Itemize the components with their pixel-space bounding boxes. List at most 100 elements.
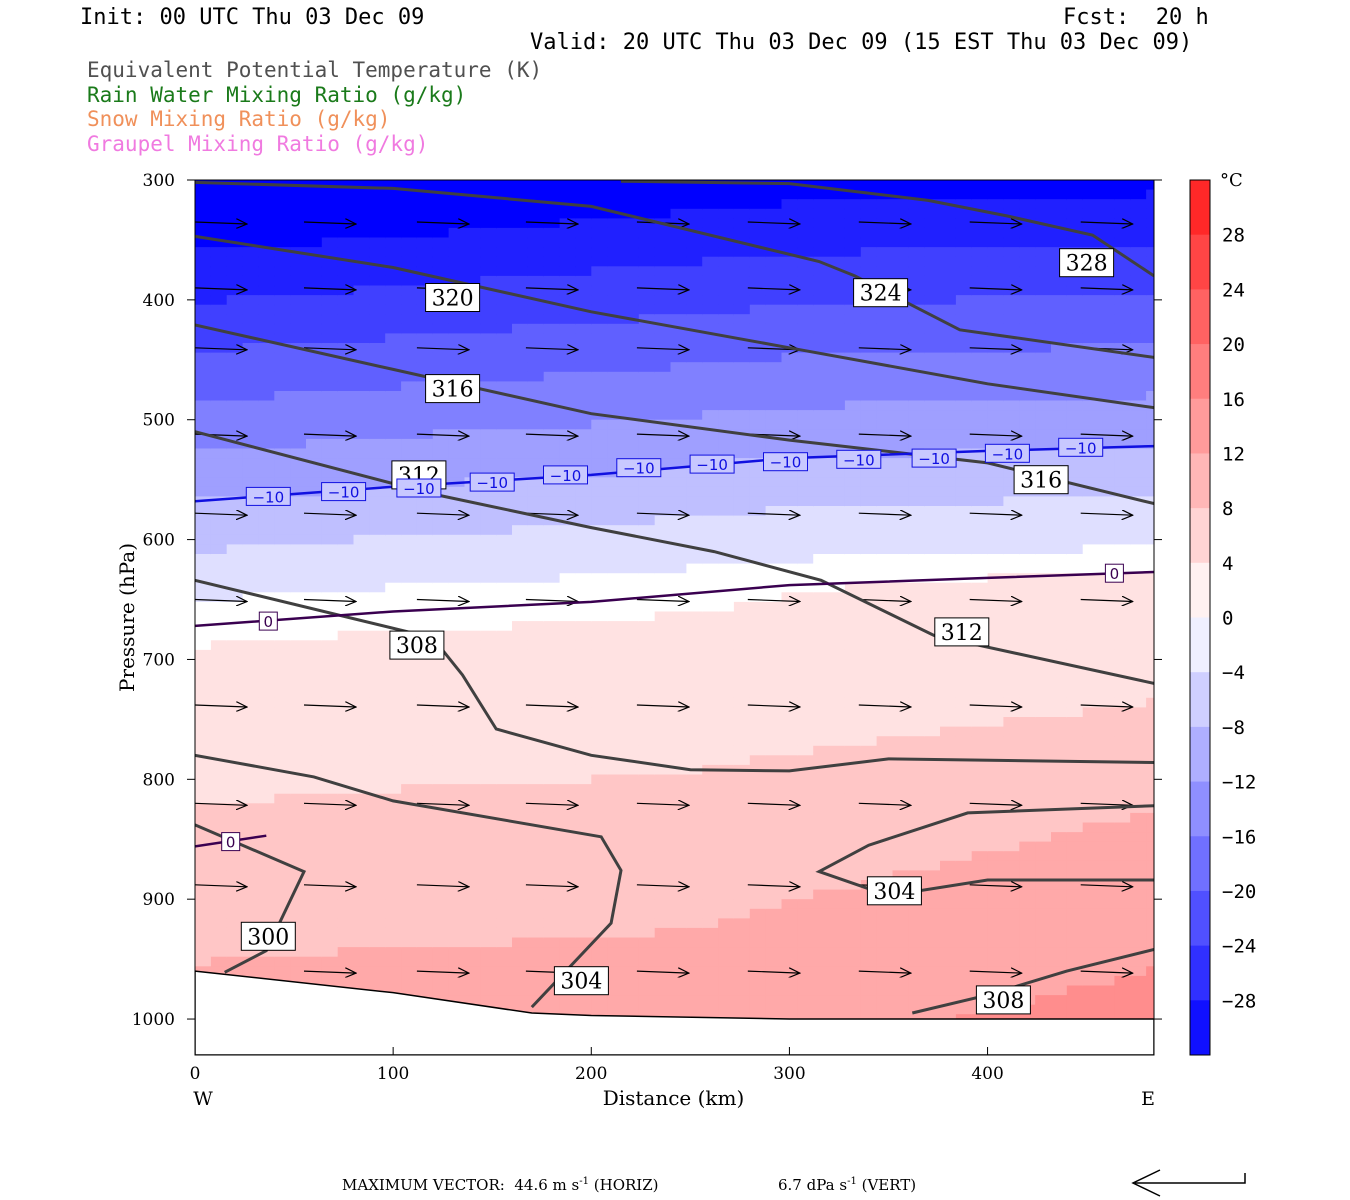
- wind-vectors: [195, 222, 1133, 973]
- theta-e-label-box: [425, 374, 481, 404]
- isotherm-label: −10: [770, 454, 802, 472]
- wind-arrow: [303, 348, 356, 350]
- wind-arrow: [303, 885, 356, 887]
- wind-arrow: [969, 348, 1022, 350]
- horiz-unit: (HORIZ): [593, 1176, 659, 1194]
- isotherm-label: −10: [623, 460, 655, 478]
- plot-frame: [194, 179, 1155, 1056]
- wind-arrow: [525, 288, 578, 290]
- y-tick-label: 800: [143, 770, 175, 790]
- wind-arrow: [195, 513, 247, 515]
- colorbar-tick-label: −16: [1222, 826, 1256, 848]
- wind-arrow: [747, 885, 800, 887]
- wind-arrow: [969, 600, 1022, 602]
- theta-e-label: 320: [432, 287, 474, 312]
- theta-e-label-box: [866, 876, 922, 906]
- vert-exp: -1: [847, 1176, 857, 1187]
- theta-e-label-box: [1059, 248, 1115, 278]
- wind-arrow: [858, 348, 911, 350]
- x-tick-label: 300: [773, 1064, 805, 1084]
- wind-arrow: [636, 803, 689, 805]
- theta-e-label-box: [240, 921, 296, 951]
- colorbar-unit: °C: [1220, 170, 1243, 191]
- wind-arrow: [416, 600, 469, 602]
- isotherm-label: −10: [252, 488, 284, 506]
- x-axis-title: Distance (km): [603, 1086, 745, 1110]
- wind-arrow: [195, 288, 247, 290]
- surface-line: [195, 970, 1154, 1055]
- wind-arrow: [636, 971, 689, 973]
- wind-arrow: [969, 434, 1022, 436]
- colorbar-tick-label: 24: [1222, 279, 1245, 301]
- theta-e-label-box: [853, 278, 909, 308]
- wind-arrow: [416, 885, 469, 887]
- y-tick-label: 500: [143, 411, 175, 431]
- wind-arrow: [969, 288, 1022, 290]
- theta-e-label: 300: [247, 925, 289, 950]
- wind-arrow: [636, 885, 689, 887]
- isotherm-label-box: [245, 486, 291, 506]
- colorbar-swatch: [1190, 1000, 1210, 1056]
- colorbar-swatch: [1190, 945, 1210, 1001]
- wind-arrow: [416, 971, 469, 973]
- theta-e-contour-300: [195, 823, 307, 974]
- wind-arrow: [969, 971, 1022, 973]
- wind-arrow: [195, 803, 247, 805]
- colorbar-tick-label: 12: [1222, 443, 1245, 465]
- theta-e-label: 304: [560, 970, 602, 995]
- isotherm-label-box: [321, 482, 367, 502]
- surface-terrain: [195, 970, 1154, 1055]
- x-tick-label: 200: [575, 1064, 607, 1084]
- wind-arrow: [525, 513, 578, 515]
- wind-arrow: [195, 600, 247, 602]
- legend-graupel: Graupel Mixing Ratio (g/kg): [87, 132, 429, 156]
- colorbar-tick-label: −28: [1222, 990, 1256, 1012]
- wind-arrow: [525, 885, 578, 887]
- theta-e-label: 304: [873, 880, 915, 905]
- theta-e-label-box: [553, 966, 609, 996]
- valid-time: Valid: 20 UTC Thu 03 Dec 09 (15 EST Thu …: [530, 30, 1193, 55]
- theta-e-label: 312: [941, 621, 983, 646]
- wind-arrow: [858, 222, 911, 224]
- wind-arrow: [525, 600, 578, 602]
- isotherm-label-box: [1104, 563, 1124, 583]
- x-end-right-label: E: [1141, 1088, 1155, 1110]
- theta-e-label-box: [389, 630, 445, 660]
- theta-e-contour-328: [620, 180, 1154, 278]
- theta-e-label: 308: [982, 989, 1024, 1014]
- isotherm-label: 0: [1110, 565, 1120, 583]
- colorbar-tick-label: 0: [1222, 608, 1233, 630]
- theta-e-label-box: [975, 985, 1031, 1015]
- y-tick-label: 900: [143, 890, 175, 910]
- isotherm-label: −10: [328, 484, 360, 502]
- wind-arrow: [747, 513, 800, 515]
- colorbar-swatch: [1190, 617, 1210, 673]
- isotherm-label-box: [763, 452, 808, 472]
- colorbar-swatch: [1190, 562, 1210, 618]
- legend-theta-e: Equivalent Potential Temperature (K): [87, 58, 543, 82]
- wind-arrow: [195, 348, 247, 350]
- wind-arrow: [1080, 288, 1133, 290]
- theta-e-contour-304: [815, 804, 1154, 898]
- colorbar-swatch: [1190, 890, 1210, 947]
- wind-arrow: [858, 600, 911, 602]
- reference-vector-icon: [1131, 1169, 1246, 1197]
- isotherm-label-box: [616, 458, 662, 478]
- colorbar: 28 24 20 16 12 8 4 0 −4 −8 −12 −16 −20 −24 −28 °C: [1189, 170, 1256, 1056]
- wind-arrow: [1080, 705, 1133, 707]
- y-tick-label: 1000: [132, 1010, 175, 1030]
- wind-arrow: [416, 222, 469, 224]
- wind-arrow: [1080, 222, 1133, 224]
- max-vector-label: MAXIMUM VECTOR:: [342, 1176, 505, 1194]
- colorbar-tick-label: −4: [1222, 662, 1245, 684]
- isotherm-label: −10: [476, 474, 508, 492]
- colorbar-tick-label: 8: [1222, 498, 1233, 520]
- colorbar-swatch: [1190, 289, 1210, 345]
- wind-arrow: [1080, 513, 1133, 515]
- wind-arrow: [747, 222, 800, 224]
- theta-e-label: 316: [432, 378, 474, 403]
- y-tick-label: 300: [143, 171, 175, 191]
- wind-arrow: [416, 803, 469, 805]
- wind-arrow: [747, 288, 800, 290]
